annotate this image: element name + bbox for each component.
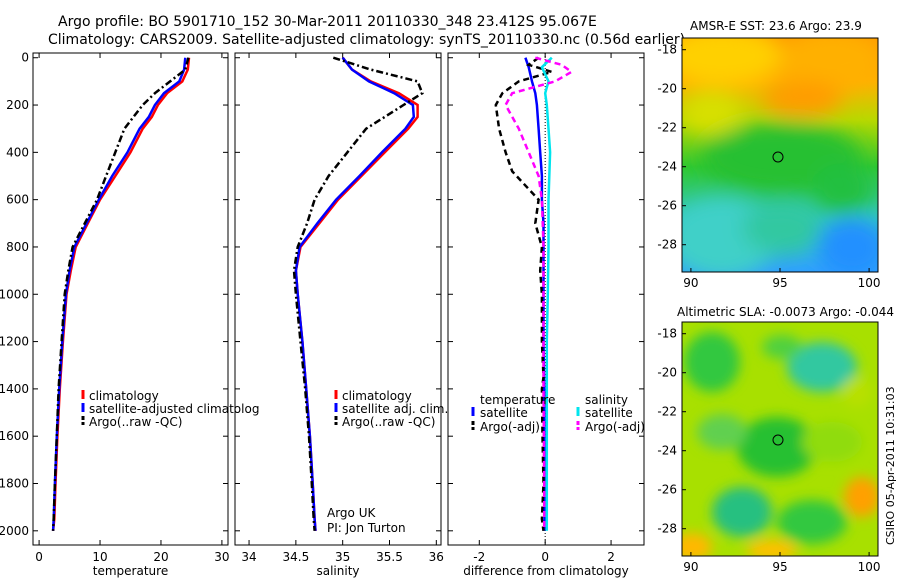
map-y-tick-label: -26 <box>657 199 677 213</box>
series-line <box>51 57 190 531</box>
legend-group-title: salinity <box>585 393 628 407</box>
map-y-tick-label: -26 <box>657 483 677 497</box>
sla-argo-marker <box>772 434 784 446</box>
map-x-tick-label: 100 <box>858 276 881 290</box>
series-line <box>51 57 187 531</box>
x-tick-label: 34 <box>241 550 256 564</box>
x-tick-label: 20 <box>153 550 168 564</box>
y-tick-label: 800 <box>6 240 29 254</box>
legend-label: satellite adj. clim. <box>342 402 448 416</box>
series-line <box>494 56 557 531</box>
series-line <box>294 56 416 531</box>
x-tick-label: -2 <box>473 550 485 564</box>
map-x-tick-label: 100 <box>858 560 881 574</box>
x-tick-label: 30 <box>214 550 229 564</box>
series-line <box>524 57 546 531</box>
y-tick-label: 400 <box>6 145 29 159</box>
x-tick-label: 35 <box>335 550 350 564</box>
legend-group-title: temperature <box>480 393 555 407</box>
x-tick-label: 10 <box>92 550 107 564</box>
y-tick-label: 1000 <box>0 287 29 301</box>
y-tick-label: 1600 <box>0 429 29 443</box>
legend-label: Argo(..raw -QC) <box>89 415 182 429</box>
x-tick-label: 0 <box>541 550 549 564</box>
header-line1: Argo profile: BO 5901710_152 30-Mar-2011… <box>58 14 597 30</box>
amsre-sst-heatmap <box>682 38 878 272</box>
x-tick-label: 36 <box>429 550 444 564</box>
map-x-tick-label: 95 <box>772 276 787 290</box>
amsre-title: AMSR-E SST: 23.6 Argo: 23.9 <box>690 19 862 33</box>
map-y-tick-label: -24 <box>657 444 677 458</box>
y-tick-label: 0 <box>21 51 29 65</box>
x-axis-label: salinity <box>316 564 359 578</box>
y-tick-label: 2000 <box>0 524 29 538</box>
plot-frame <box>32 52 229 546</box>
y-tick-label: 1800 <box>0 477 29 491</box>
temperature-plot: 0 10 20 30 0 200 400 600 800 1000 1200 1400 1600 1800… <box>0 51 259 578</box>
plot-frame <box>234 52 442 546</box>
series-line <box>504 56 574 531</box>
x-tick-label: 34.5 <box>283 550 310 564</box>
x-tick-label: 35.5 <box>376 550 403 564</box>
map-y-tick-label: -18 <box>657 327 677 341</box>
map-x-tick-label: 90 <box>683 276 698 290</box>
y-tick-label: 600 <box>6 193 29 207</box>
map-x-tick-label: 95 <box>772 560 787 574</box>
series-line <box>294 56 419 531</box>
x-axis-label: difference from climatology <box>463 564 629 578</box>
legend-label: climatology <box>89 389 159 403</box>
altimetric-sla-heatmap <box>682 322 878 556</box>
map-y-tick-label: -28 <box>657 522 677 536</box>
legend-label: satellite-adjusted climatolog <box>89 402 259 416</box>
sla-title: Altimetric SLA: -0.0073 Argo: -0.044 <box>677 305 894 319</box>
y-tick-label: 200 <box>6 98 29 112</box>
map-y-tick-label: -20 <box>657 366 677 380</box>
y-tick-label: 1400 <box>0 382 29 396</box>
x-axis-label: temperature <box>93 564 168 578</box>
legend-label: climatology <box>342 389 412 403</box>
legend-label: Argo(-adj) <box>480 420 540 434</box>
x-tick-label: 2 <box>607 550 615 564</box>
series-line <box>292 56 424 531</box>
map-y-tick-label: -18 <box>657 43 677 57</box>
side-label: CSIRO 05-Apr-2011 10:31:03 <box>884 386 897 545</box>
amsre-sst-panel: AMSR-E SST: 23.6 Argo: 23.9 <box>657 19 880 290</box>
legend-label: Argo(-adj) <box>585 420 645 434</box>
legend-label: satellite <box>480 406 528 420</box>
series-line <box>540 56 553 531</box>
amsre-axes: 90 95 100 -18 -20 -22 -24 -26 -28 <box>657 43 880 290</box>
amsre-argo-marker <box>772 151 784 163</box>
plot-frame <box>447 52 645 546</box>
map-y-tick-label: -24 <box>657 160 677 174</box>
map-y-tick-label: -28 <box>657 238 677 252</box>
sla-axes: 90 95 100 -18 -20 -22 -24 -26 -28 <box>657 327 880 574</box>
x-tick-label: 0 <box>35 550 43 564</box>
legend-label: Argo(..raw -QC) <box>342 415 435 429</box>
map-x-tick-label: 90 <box>683 560 698 574</box>
y-tick-label: 1200 <box>0 335 29 349</box>
map-y-tick-label: -22 <box>657 121 677 135</box>
map-y-tick-label: -22 <box>657 405 677 419</box>
header-line2: Climatology: CARS2009. Satellite-adjuste… <box>48 32 685 48</box>
salinity-plot: 34 34.5 35 35.5 36 salinity climatologysatelli… <box>234 52 448 578</box>
series-line <box>51 57 191 531</box>
altimetric-sla-panel: Altimetric SLA: -0.0073 Argo: -0.044 <box>657 305 894 574</box>
legend-label: satellite <box>585 406 633 420</box>
annotation-line: PI: Jon Turton <box>327 521 406 535</box>
annotation-line: Argo UK <box>327 506 376 520</box>
map-y-tick-label: -20 <box>657 82 677 96</box>
